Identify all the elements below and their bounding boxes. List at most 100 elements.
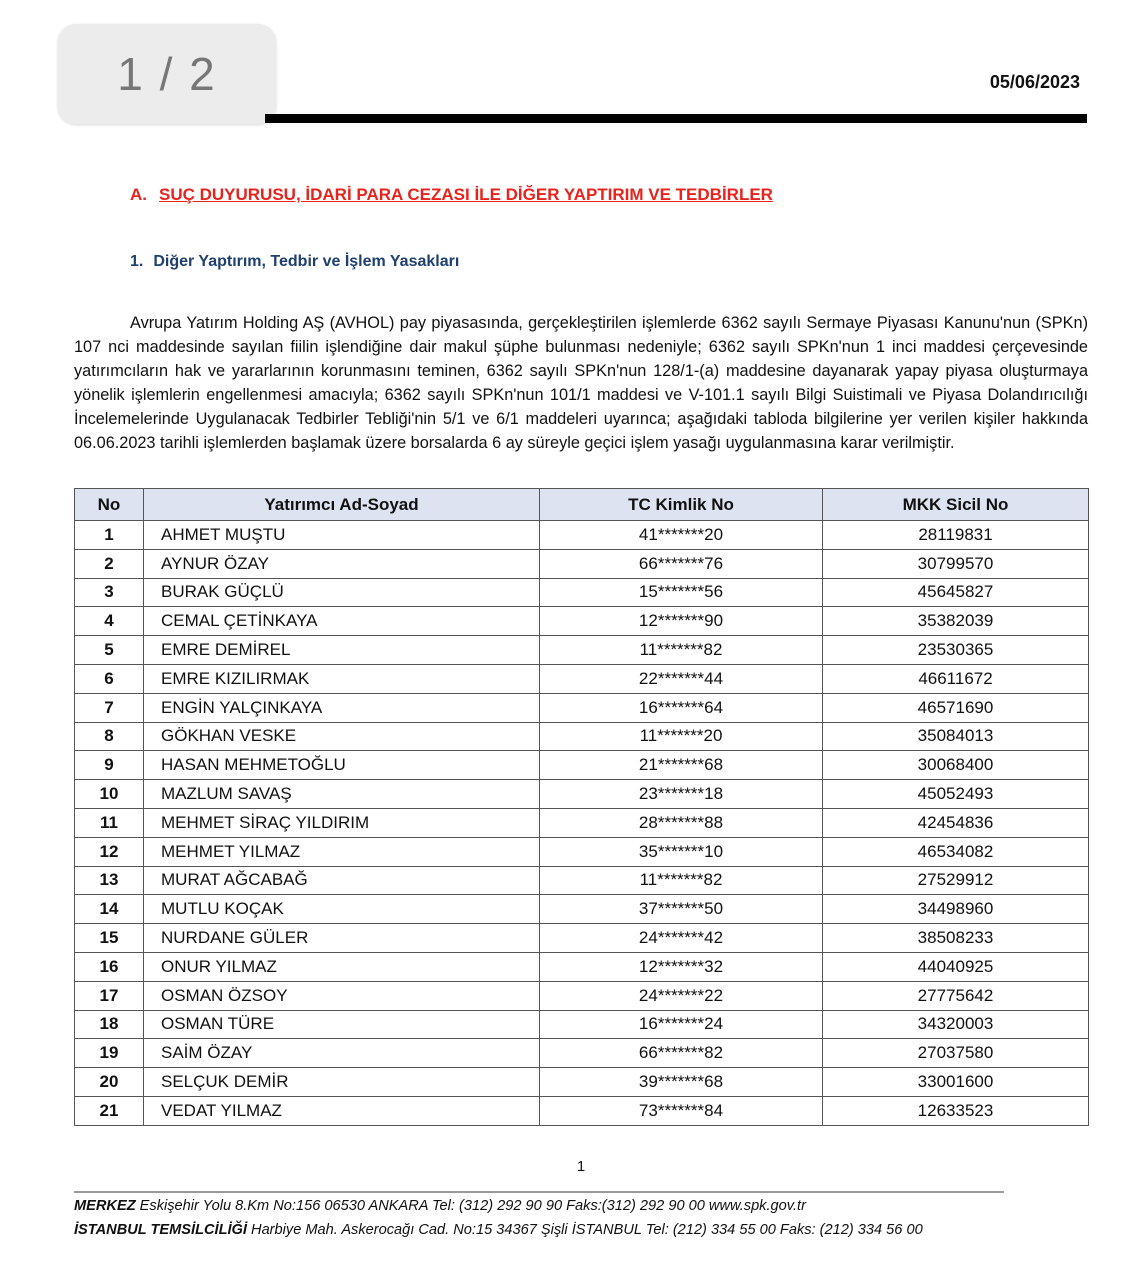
row-number: 15 <box>74 923 144 953</box>
table-row: 9 HASAN MEHMETOĞLU 21*******68 30068400 <box>74 750 1089 781</box>
mkk-registry-no: 27529912 <box>822 865 1089 896</box>
tc-id: 28*******88 <box>539 807 823 838</box>
tc-id: 22*******44 <box>539 663 823 694</box>
investor-name: BURAK GÜÇLÜ <box>143 577 540 608</box>
table-row: 10 MAZLUM SAVAŞ 23*******18 45052493 <box>74 779 1089 809</box>
row-number: 19 <box>74 1038 144 1069</box>
footer-line-headquarters: MERKEZ Eskişehir Yolu 8.Km No:156 06530 … <box>74 1198 806 1214</box>
investor-name: VEDAT YILMAZ <box>143 1095 540 1126</box>
mkk-registry-no: 45645827 <box>822 577 1089 608</box>
investor-name: MEHMET YILMAZ <box>143 836 540 867</box>
footer-label: MERKEZ <box>74 1198 136 1214</box>
document-date: 05/06/2023 <box>989 72 1080 92</box>
investor-name: MUTLU KOÇAK <box>143 894 540 925</box>
table-row: 14 MUTLU KOÇAK 37*******50 34498960 <box>74 894 1089 925</box>
row-number: 7 <box>74 692 144 723</box>
tc-id: 24*******22 <box>539 980 823 1011</box>
row-number: 14 <box>74 894 144 925</box>
table-row: 12 MEHMET YILMAZ 35*******10 46534082 <box>74 836 1089 867</box>
row-number: 8 <box>74 721 144 752</box>
footer-address: Harbiye Mah. Askerocağı Cad. No:15 34367… <box>246 1222 923 1238</box>
table-row: 19 SAİM ÖZAY 66*******82 27037580 <box>74 1038 1089 1069</box>
investor-name: OSMAN ÖZSOY <box>143 980 540 1011</box>
section-title: SUÇ DUYURUSU, İDARİ PARA CEZASI İLE DİĞE… <box>159 185 773 204</box>
mkk-registry-no: 35382039 <box>822 606 1089 637</box>
mkk-registry-no: 34320003 <box>822 1009 1089 1040</box>
table-row: 2 AYNUR ÖZAY 66*******76 30799570 <box>74 548 1089 579</box>
mkk-registry-no: 44040925 <box>822 951 1089 982</box>
tc-id: 73*******84 <box>539 1095 823 1126</box>
row-number: 18 <box>74 1009 144 1040</box>
investor-name: SAİM ÖZAY <box>143 1038 540 1069</box>
body-paragraph: Avrupa Yatırım Holding AŞ (AVHOL) pay pi… <box>74 314 1088 452</box>
table-header-row: No Yatırımcı Ad-Soyad TC Kimlik No MKK S… <box>74 488 1089 521</box>
table-row: 17 OSMAN ÖZSOY 24*******22 27775642 <box>74 980 1089 1011</box>
table-row: 18 OSMAN TÜRE 16*******24 34320003 <box>74 1009 1089 1040</box>
table-row: 20 SELÇUK DEMİR 39*******68 33001600 <box>74 1067 1089 1097</box>
tc-id: 37*******50 <box>539 894 823 925</box>
row-number: 3 <box>74 577 144 608</box>
mkk-registry-no: 38508233 <box>822 923 1089 953</box>
table-row: 16 ONUR YILMAZ 12*******32 44040925 <box>74 951 1089 982</box>
row-number: 20 <box>74 1067 144 1097</box>
tc-id: 23*******18 <box>539 779 823 809</box>
table-row: 3 BURAK GÜÇLÜ 15*******56 45645827 <box>74 577 1089 608</box>
mkk-registry-no: 42454836 <box>822 807 1089 838</box>
page-number: 1 <box>576 1158 586 1175</box>
tc-id: 66*******76 <box>539 548 823 579</box>
mkk-registry-no: 27775642 <box>822 980 1089 1011</box>
investor-name: SELÇUK DEMİR <box>143 1067 540 1097</box>
mkk-registry-no: 30799570 <box>822 548 1089 579</box>
section-a-heading: A. SUÇ DUYURUSU, İDARİ PARA CEZASI İLE Dİ… <box>130 185 773 205</box>
tc-id: 21*******68 <box>539 750 823 781</box>
row-number: 11 <box>74 807 144 838</box>
table-row: 1 AHMET MUŞTU 41*******20 28119831 <box>74 520 1089 550</box>
column-header: MKK Sicil No <box>822 488 1089 521</box>
subsection-number: 1. <box>130 253 144 270</box>
tc-id: 35*******10 <box>539 836 823 867</box>
tc-id: 11*******82 <box>539 865 823 896</box>
investor-name: ENGİN YALÇINKAYA <box>143 692 540 723</box>
table-row: 6 EMRE KIZILIRMAK 22*******44 46611672 <box>74 663 1089 694</box>
table-row: 13 MURAT AĞCABAĞ 11*******82 27529912 <box>74 865 1089 896</box>
investor-name: EMRE DEMİREL <box>143 635 540 665</box>
column-header: No <box>74 488 144 521</box>
subsection-heading: 1. Diğer Yaptırım, Tedbir ve İşlem Yasakl… <box>130 253 459 271</box>
mkk-registry-no: 33001600 <box>822 1067 1089 1097</box>
page-indicator-badge: 1 / 2 <box>58 24 276 124</box>
tc-id: 24*******42 <box>539 923 823 953</box>
tc-id: 11*******82 <box>539 635 823 665</box>
table-row: 11 MEHMET SİRAÇ YILDIRIM 28*******88 424548… <box>74 807 1089 838</box>
footer-label: İSTANBUL TEMSİLCİLİĞİ <box>74 1222 247 1238</box>
investor-name: NURDANE GÜLER <box>143 923 540 953</box>
investor-name: MEHMET SİRAÇ YILDIRIM <box>143 807 540 838</box>
mkk-registry-no: 23530365 <box>822 635 1089 665</box>
row-number: 12 <box>74 836 144 867</box>
tc-id: 15*******56 <box>539 577 823 608</box>
table-row: 7 ENGİN YALÇINKAYA 16*******64 46571690 <box>74 692 1089 723</box>
tc-id: 11*******20 <box>539 721 823 752</box>
table-row: 21 VEDAT YILMAZ 73*******84 12633523 <box>74 1095 1089 1126</box>
row-number: 17 <box>74 980 144 1011</box>
mkk-registry-no: 27037580 <box>822 1038 1089 1069</box>
tc-id: 12*******90 <box>539 606 823 637</box>
mkk-registry-no: 30068400 <box>822 750 1089 781</box>
row-number: 9 <box>74 750 144 781</box>
mkk-registry-no: 34498960 <box>822 894 1089 925</box>
investor-name: ONUR YILMAZ <box>143 951 540 982</box>
row-number: 10 <box>74 779 144 809</box>
row-number: 5 <box>74 635 144 665</box>
tc-id: 39*******68 <box>539 1067 823 1097</box>
investor-name: AHMET MUŞTU <box>143 520 540 550</box>
investor-name: GÖKHAN VESKE <box>143 721 540 752</box>
tc-id: 16*******24 <box>539 1009 823 1040</box>
row-number: 6 <box>74 663 144 694</box>
row-number: 16 <box>74 951 144 982</box>
row-number: 21 <box>74 1095 144 1126</box>
tc-id: 16*******64 <box>539 692 823 723</box>
table-row: 8 GÖKHAN VESKE 11*******20 35084013 <box>74 721 1089 752</box>
investor-table: No Yatırımcı Ad-Soyad TC Kimlik No MKK S… <box>74 488 1089 1126</box>
table-row: 15 NURDANE GÜLER 24*******42 38508233 <box>74 923 1089 953</box>
tc-id: 41*******20 <box>539 520 823 550</box>
investor-name: EMRE KIZILIRMAK <box>143 663 540 694</box>
